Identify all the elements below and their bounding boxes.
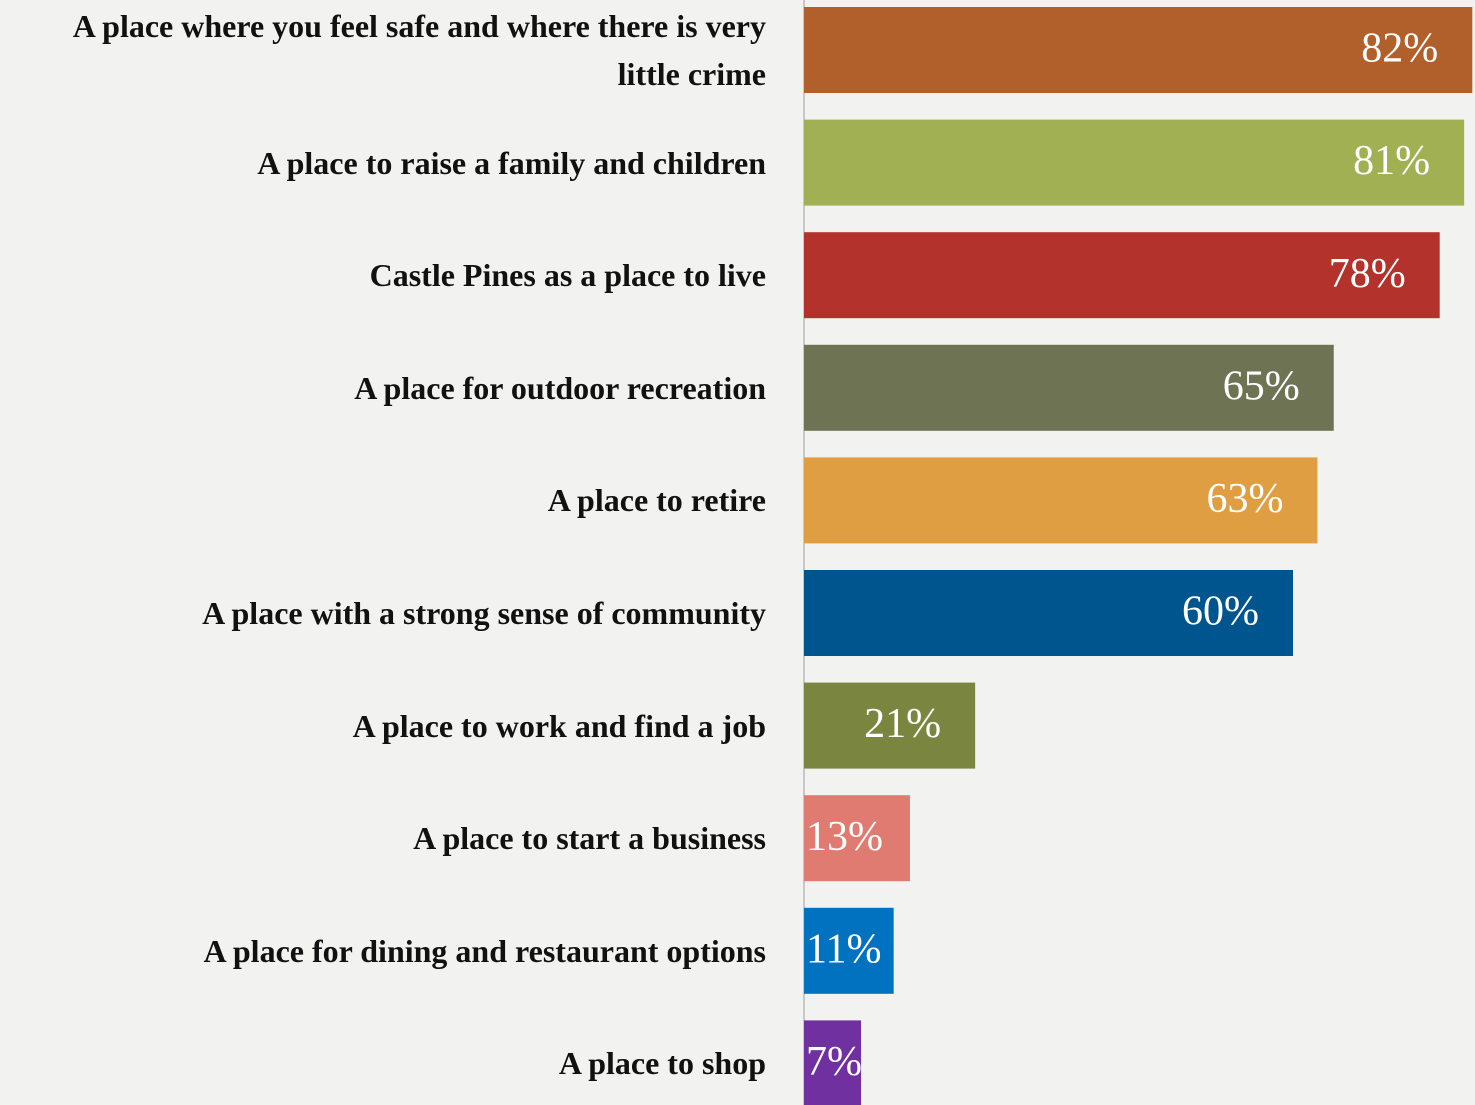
category-label: A place to raise a family and children [257,144,766,181]
category-label: A place with a strong sense of community [202,595,766,631]
bar [804,232,1440,319]
value-label: 65% [1223,363,1300,409]
value-label: 78% [1329,251,1406,297]
category-label: A place to retire [547,482,766,519]
category-label: A place for outdoor recreation [354,369,766,406]
value-label: 81% [1353,138,1430,184]
category-label: A place to shop [558,1045,766,1082]
bar [804,7,1473,93]
value-label: 63% [1206,476,1283,522]
category-label: Castle Pines as a place to live [369,257,766,294]
bar [804,1020,862,1105]
value-label: 82% [1361,26,1438,72]
category-label: A place where you feel safe and where th… [72,8,766,92]
bar [804,119,1465,206]
value-label: 13% [806,814,883,860]
category-label: A place for dining and restaurant option… [203,932,766,969]
value-label: 7% [806,1039,862,1085]
bar [804,682,976,769]
value-label: 11% [806,926,881,972]
value-label: 21% [864,701,941,747]
category-label: A place to work and find a job [352,707,766,744]
bar [804,457,1318,544]
bar [804,795,910,882]
bar [804,344,1334,431]
bar [804,907,894,994]
category-label: A place to start a business [413,820,766,857]
bar [804,570,1293,656]
value-label: 60% [1182,589,1259,635]
